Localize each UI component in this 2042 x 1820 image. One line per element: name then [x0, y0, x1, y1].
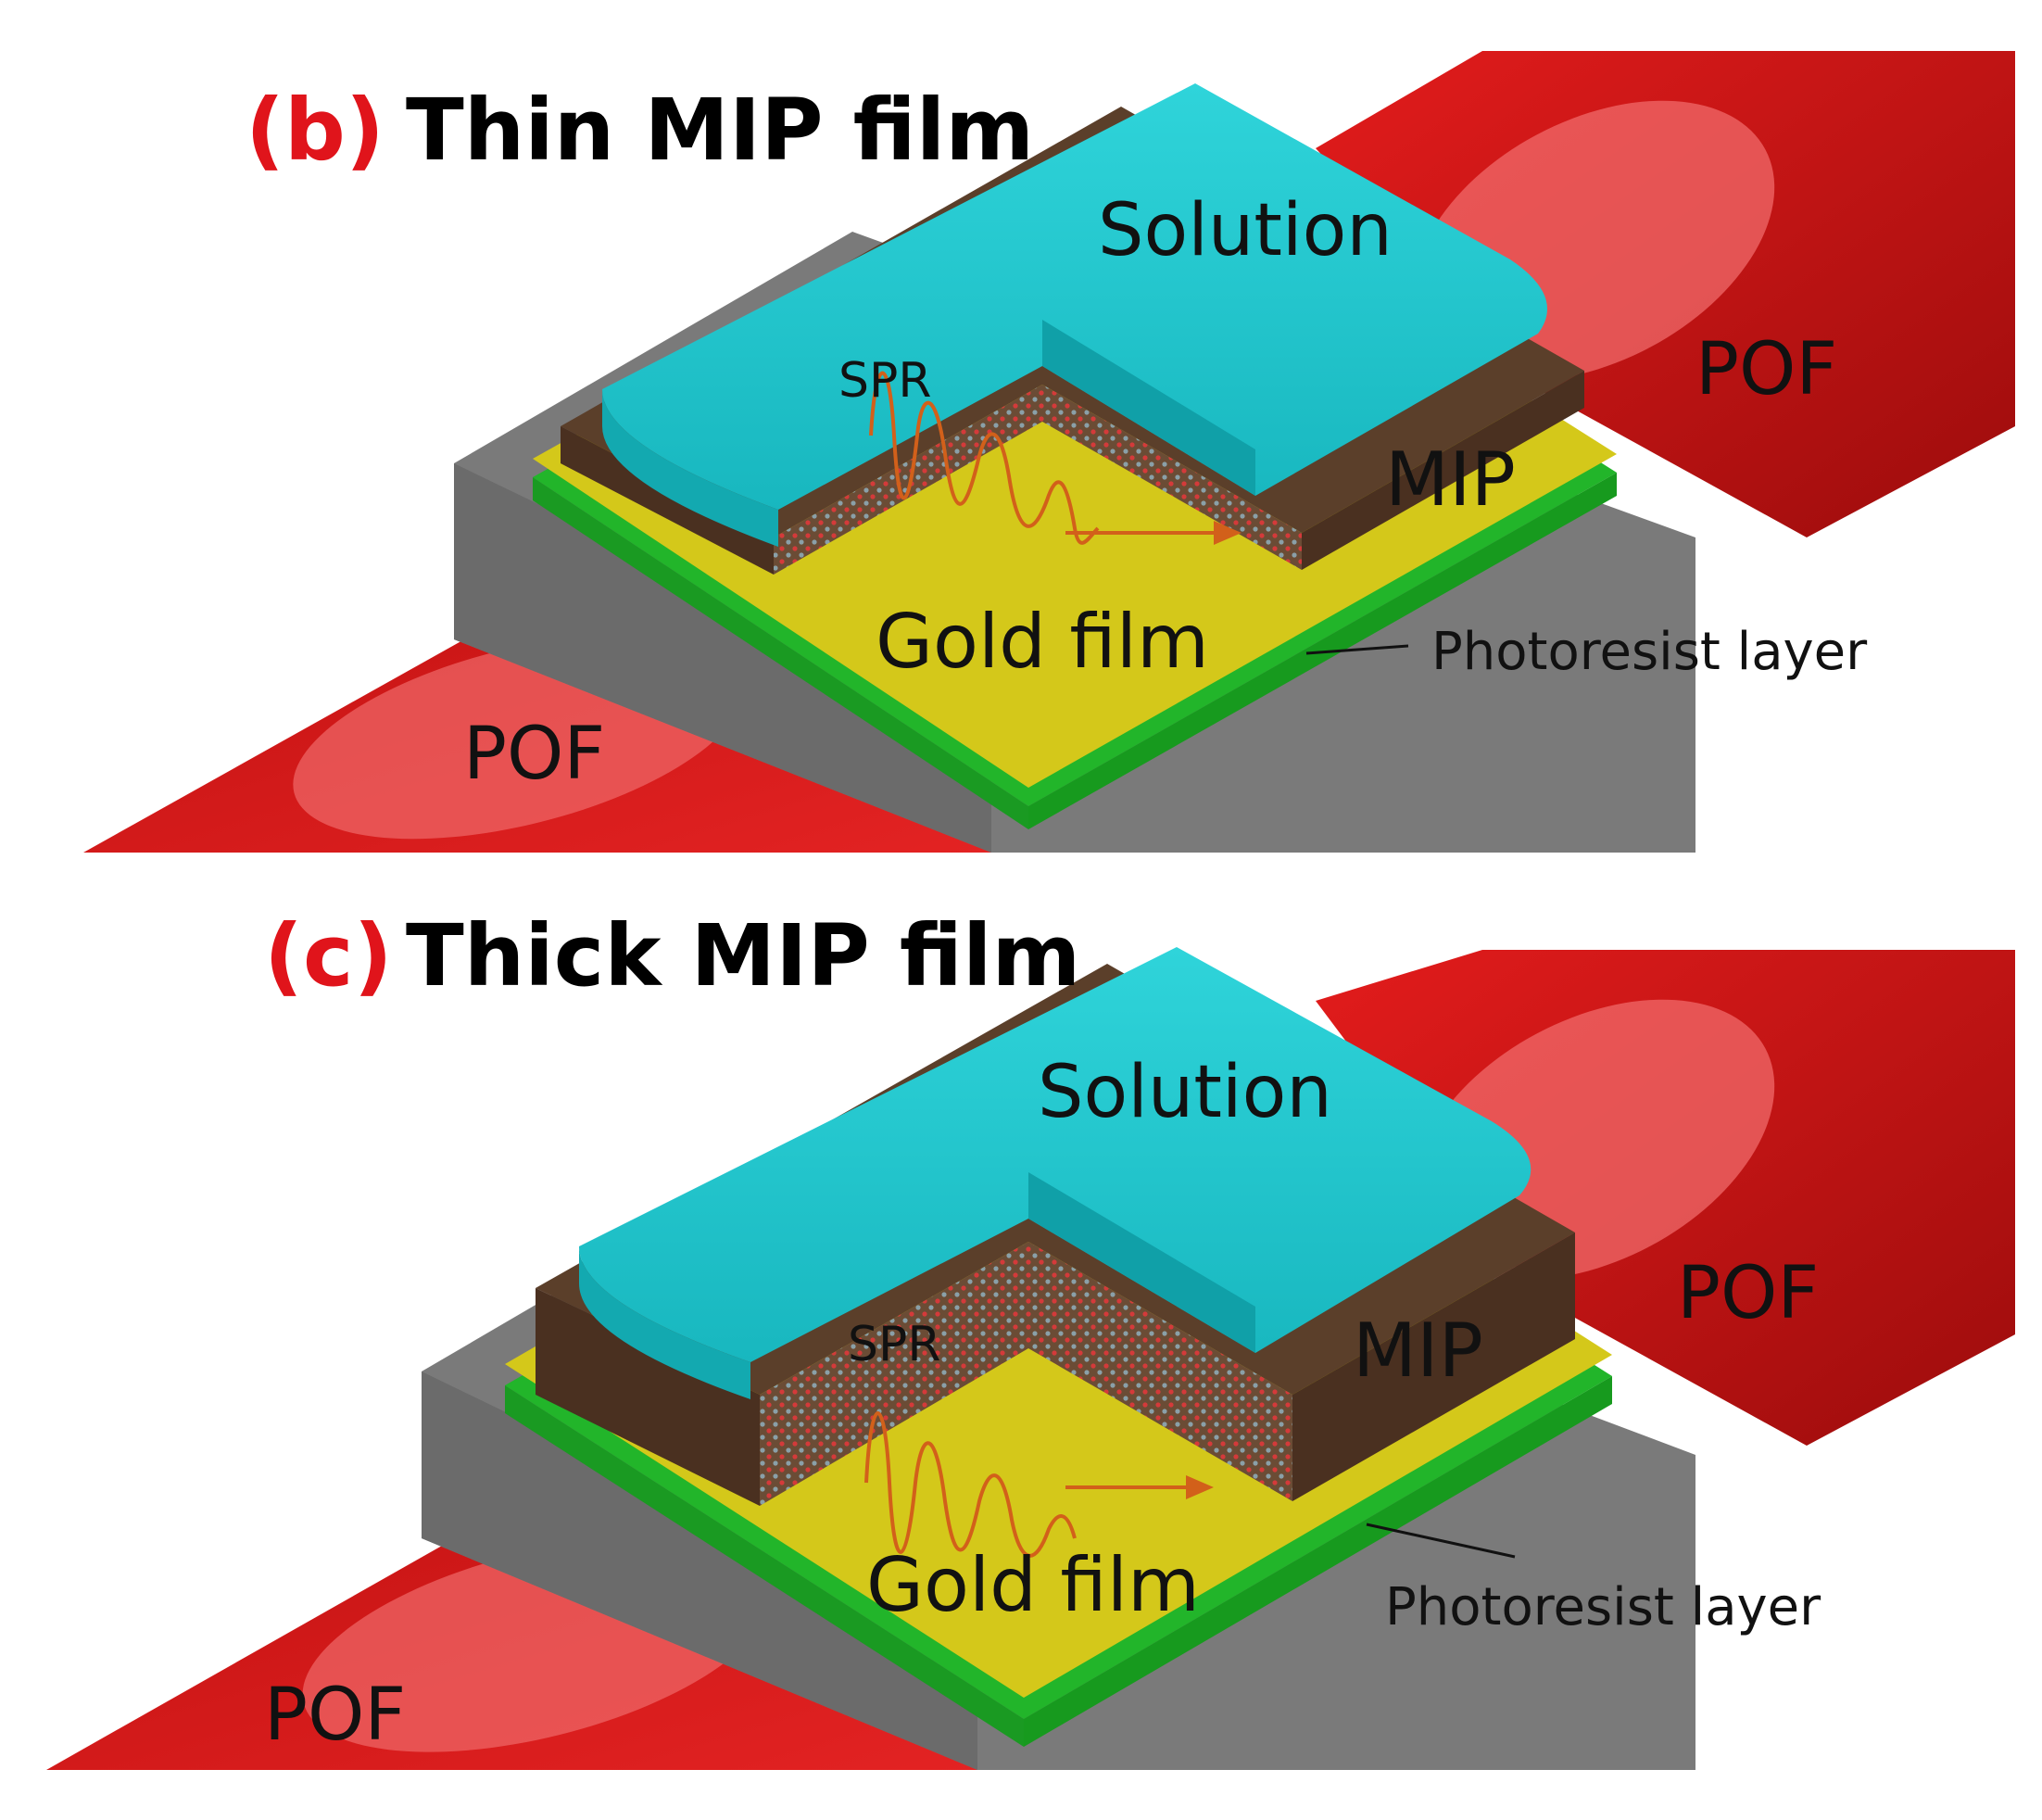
mip-label: MIP: [1385, 436, 1516, 523]
pof-right-label: POF: [1677, 1252, 1819, 1335]
panel-c-title: Thick MIP film: [406, 906, 1080, 1005]
panel-c-letter: (c): [264, 906, 393, 1005]
panel-thin-mip: (b) Thin MIP film Solution SPR MIP Gold …: [83, 51, 2015, 853]
photoresist-label: Photoresist layer: [1385, 1577, 1821, 1637]
spr-label: SPR: [848, 1317, 941, 1372]
spr-label: SPR: [838, 353, 932, 409]
solution-label: Solution: [1098, 189, 1393, 272]
photoresist-pointer: [1305, 644, 1409, 655]
pof-right-label: POF: [1695, 328, 1837, 411]
panel-b-title: Thin MIP film: [406, 81, 1034, 180]
pof-left-label: POF: [264, 1674, 406, 1757]
photoresist-pointer: [1366, 1523, 1516, 1559]
solution-volume: [602, 83, 1547, 547]
gold-film-label: Gold film: [876, 599, 1209, 685]
solution-label: Solution: [1038, 1051, 1332, 1134]
panel-b-letter: (b): [246, 81, 384, 180]
panel-thick-mip: (c) Thick MIP film Solution SPR MIP Gold…: [46, 906, 2015, 1770]
mip-label: MIP: [1353, 1308, 1483, 1394]
spr-wave: [869, 371, 1242, 545]
spr-wave: [864, 1411, 1214, 1558]
pof-left-label: POF: [463, 713, 605, 796]
photoresist-label: Photoresist layer: [1431, 622, 1868, 682]
gold-film-label: Gold film: [866, 1542, 1200, 1628]
solution-volume: [579, 947, 1532, 1399]
